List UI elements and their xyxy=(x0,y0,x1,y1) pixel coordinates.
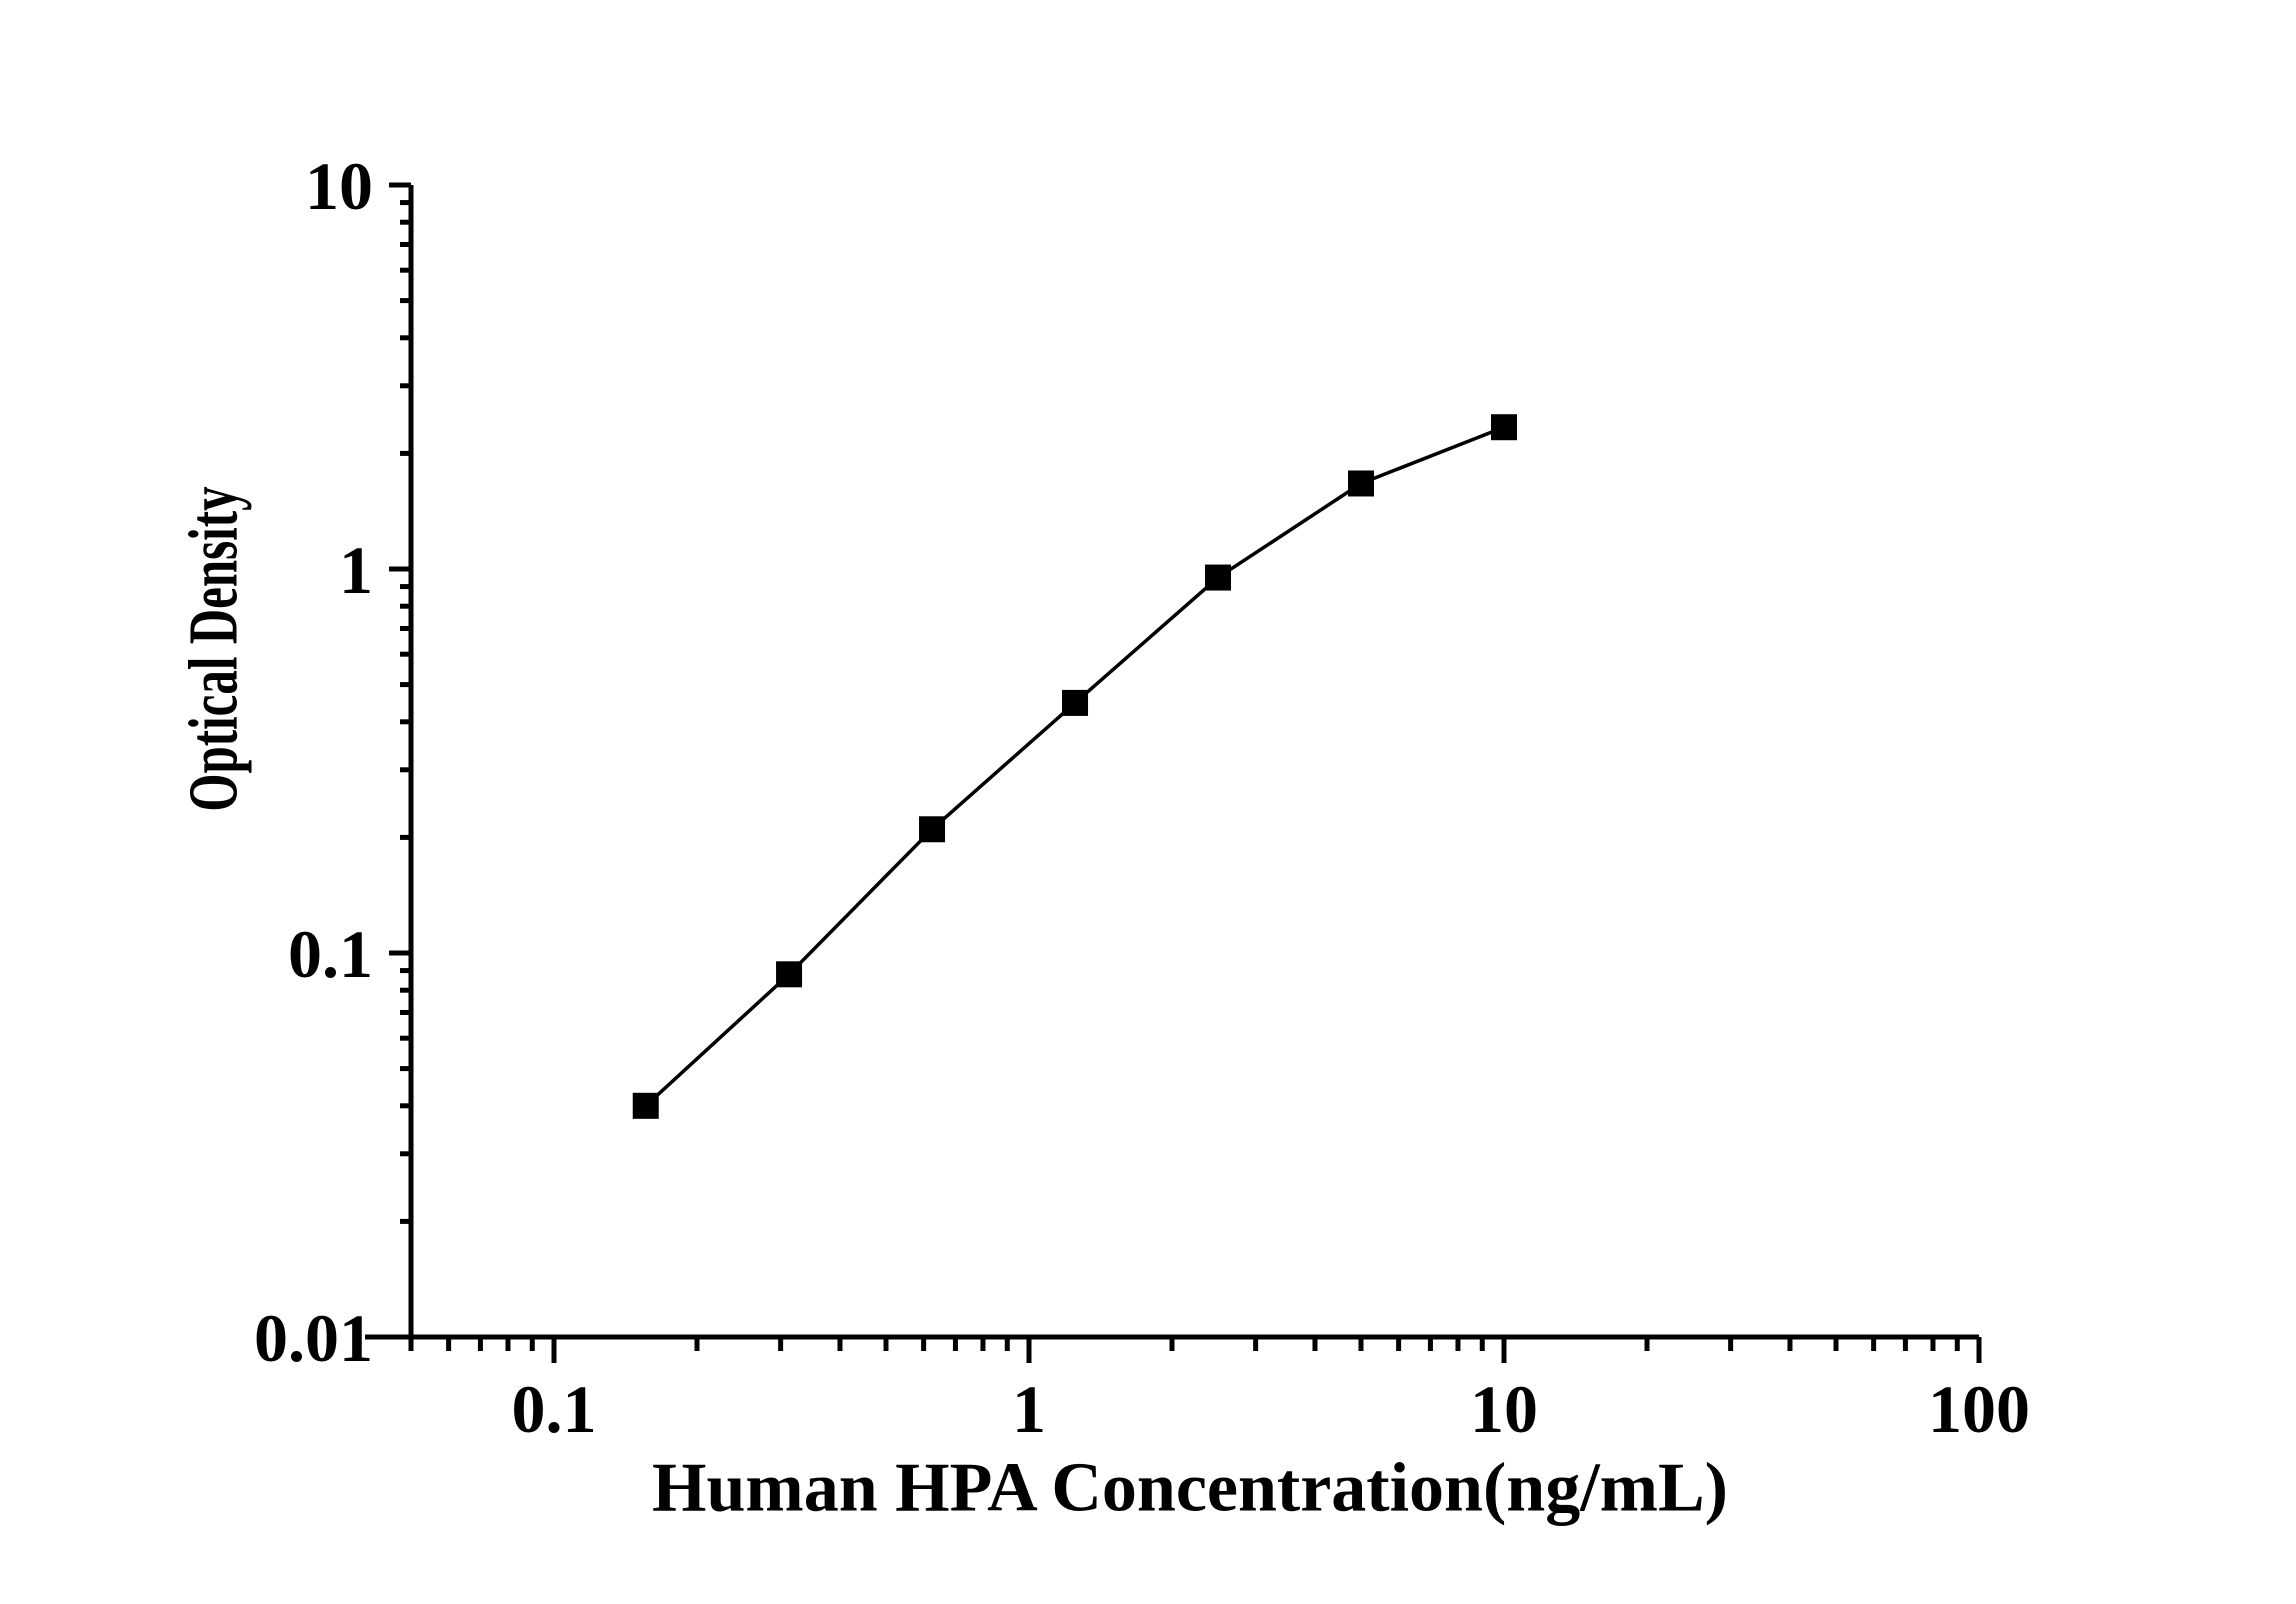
y-tick-label: 1 xyxy=(339,532,373,608)
data-point-marker xyxy=(1348,470,1375,497)
data-point-marker xyxy=(1491,414,1517,441)
standard-curve-line xyxy=(644,425,1505,1108)
data-point-marker xyxy=(1205,564,1232,591)
y-axis-title: Optical Density xyxy=(175,486,253,811)
x-tick-label: 0.1 xyxy=(512,1371,597,1447)
data-point-marker xyxy=(1062,689,1089,716)
data-point-marker xyxy=(632,1092,659,1119)
data-point-marker xyxy=(919,816,946,843)
x-tick-label: 10 xyxy=(1470,1371,1538,1447)
x-axis-title: Human HPA Concentration(ng/mL) xyxy=(652,1450,1728,1527)
y-tick-label: 0.01 xyxy=(254,1300,373,1376)
y-tick-label: 10 xyxy=(305,148,373,224)
y-tick-label: 0.1 xyxy=(288,916,373,992)
x-tick-label: 100 xyxy=(1928,1371,2030,1447)
x-tick-label: 1 xyxy=(1012,1371,1046,1447)
data-point-marker xyxy=(776,961,803,988)
